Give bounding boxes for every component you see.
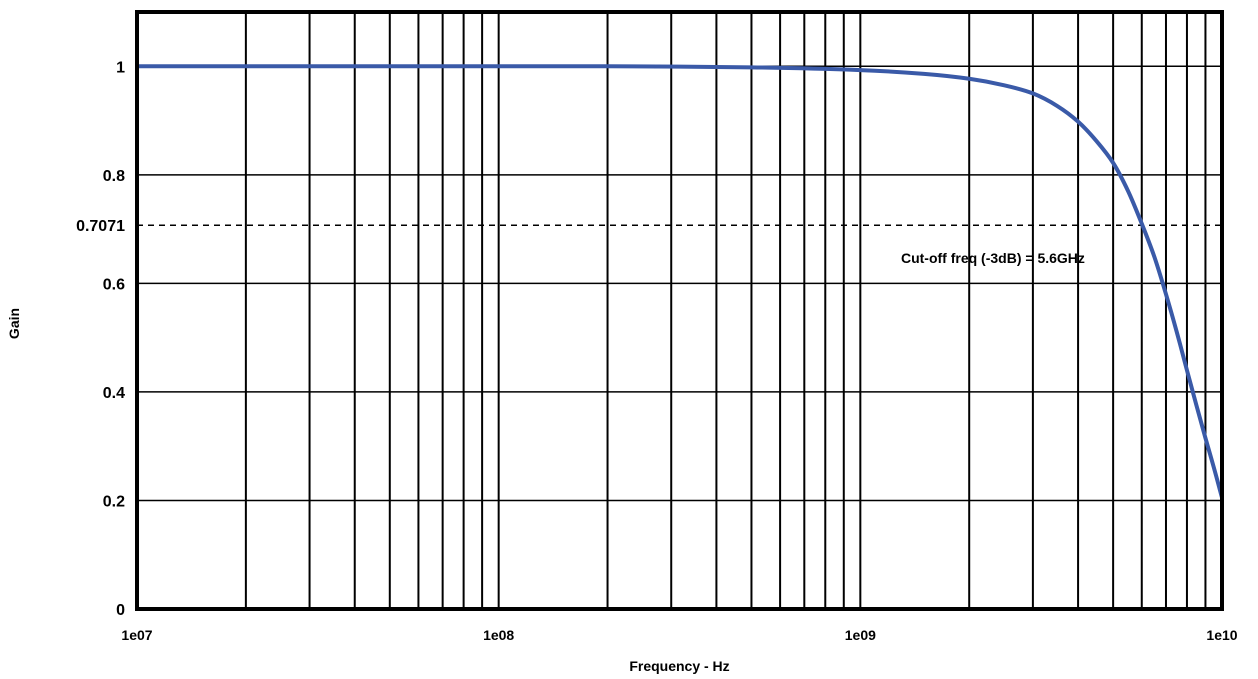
y-tick-label: 0.7071: [76, 218, 125, 235]
y-tick-label: 0.8: [103, 168, 125, 185]
x-tick-label: 1e08: [483, 627, 514, 643]
y-tick-labels: 0 0.2 0.4 0.6 0.7071 0.8 1: [76, 59, 125, 619]
series-layer: [137, 64, 1224, 499]
annotations: Cut-off freq (-3dB) = 5.6GHz: [901, 250, 1085, 266]
gain-series-line: [137, 64, 1224, 499]
x-tick-label: 1e09: [845, 627, 876, 643]
x-tick-label: 1e10: [1206, 627, 1237, 643]
y-tick-label: 0.2: [103, 493, 125, 510]
cutoff-annotation: Cut-off freq (-3dB) = 5.6GHz: [901, 250, 1085, 266]
y-tick-label: 1: [116, 59, 125, 76]
y-tick-label: 0.6: [103, 276, 125, 293]
y-axis-title: Gain: [6, 308, 22, 339]
plot-frame: [135, 10, 1224, 611]
reference-lines: [137, 12, 1222, 609]
x-tick-label: 1e07: [121, 627, 152, 643]
y-tick-label: 0.4: [103, 385, 125, 402]
y-tick-label: 0: [116, 602, 125, 619]
x-axis-title: Frequency - Hz: [629, 658, 729, 674]
grid: [137, 12, 1222, 609]
x-tick-labels: 1e07 1e08 1e09 1e10: [121, 627, 1237, 643]
